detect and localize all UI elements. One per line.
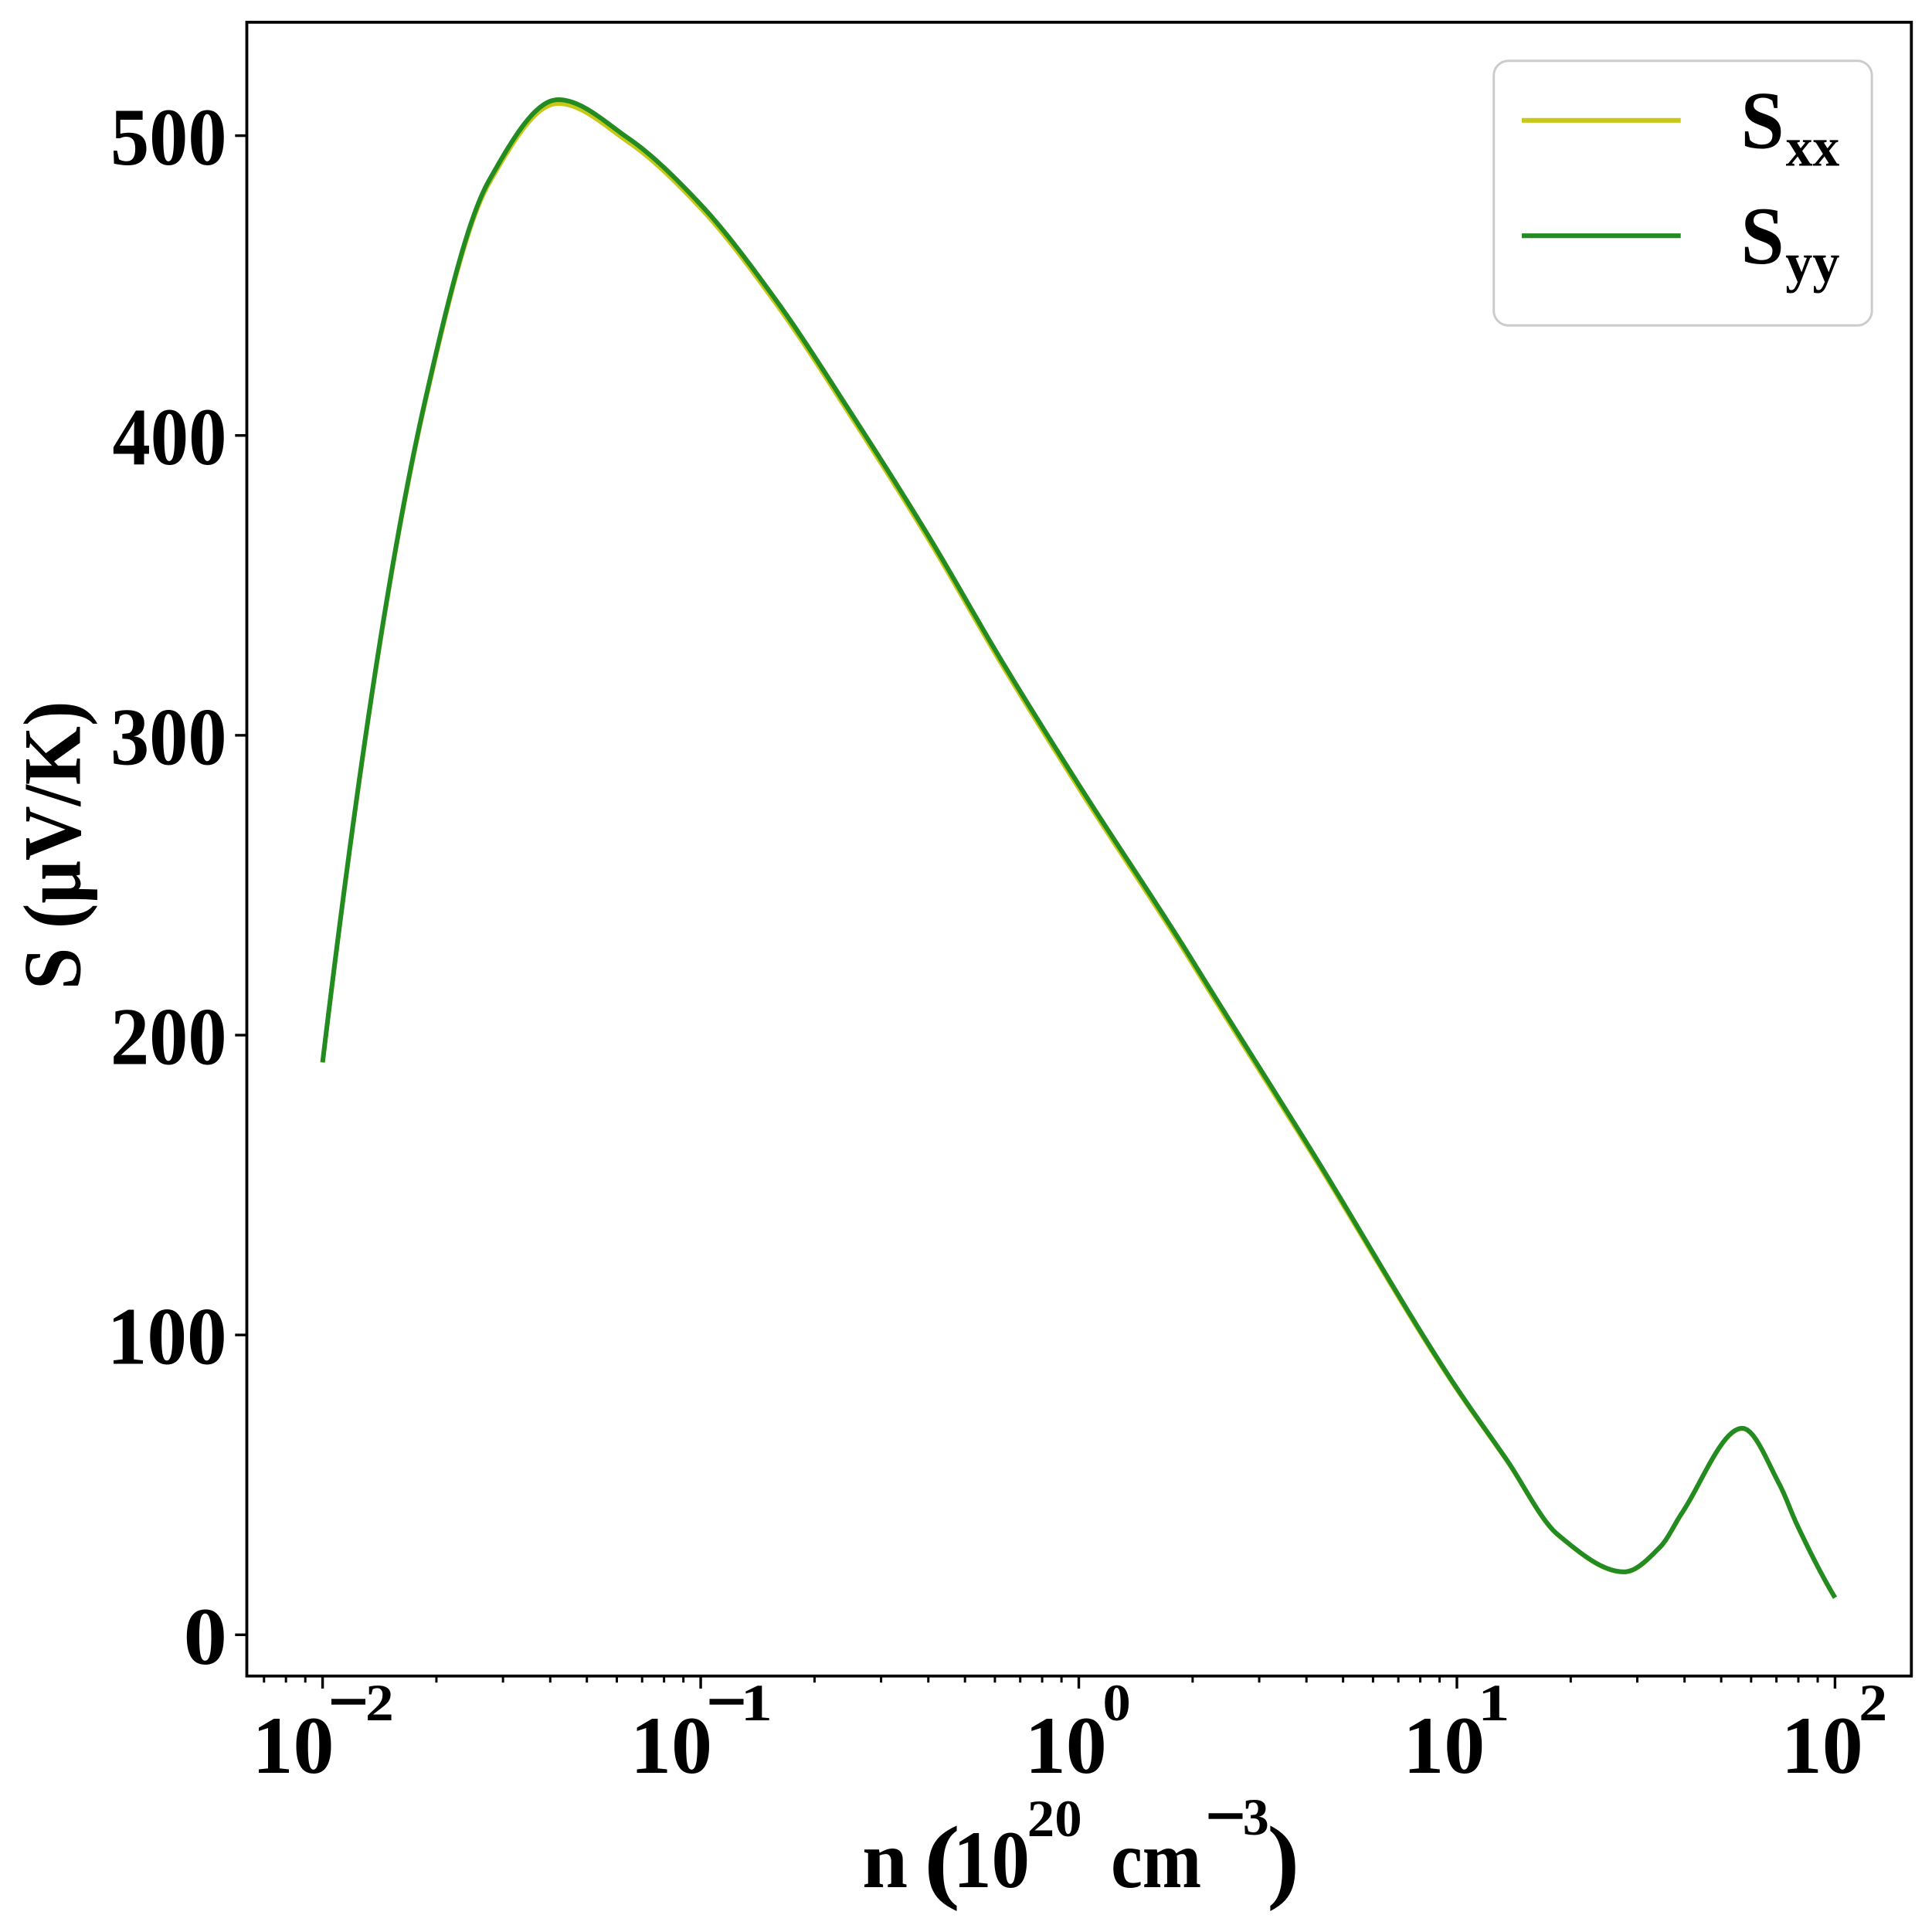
svg-text:200: 200: [110, 992, 227, 1082]
svg-text:10: 10: [1403, 1700, 1485, 1791]
svg-text:3: 3: [1243, 1788, 1269, 1846]
svg-text:300: 300: [110, 691, 227, 782]
svg-text:yy: yy: [1785, 232, 1839, 294]
svg-text:(: (: [924, 1808, 960, 1912]
svg-text:cm: cm: [1111, 1815, 1201, 1905]
svg-text:S: S: [1741, 76, 1784, 166]
svg-text:): ): [1267, 1808, 1299, 1912]
svg-text:500: 500: [110, 92, 227, 182]
svg-text:1: 1: [741, 1673, 772, 1732]
svg-text:10: 10: [1025, 1700, 1107, 1791]
svg-text:1: 1: [1478, 1673, 1509, 1732]
svg-text:10: 10: [253, 1700, 334, 1791]
svg-text:2: 2: [1859, 1673, 1887, 1732]
svg-text:10: 10: [953, 1815, 1030, 1905]
svg-text:S: S: [1741, 191, 1784, 281]
svg-text:0: 0: [184, 1591, 228, 1682]
svg-text:10: 10: [1781, 1700, 1863, 1791]
svg-text:n: n: [862, 1815, 908, 1905]
svg-text:xx: xx: [1786, 117, 1840, 178]
svg-text:10: 10: [630, 1700, 712, 1791]
svg-text:100: 100: [107, 1292, 227, 1382]
svg-text:20: 20: [1027, 1789, 1082, 1848]
svg-text:2: 2: [365, 1673, 394, 1732]
svg-text:0: 0: [1103, 1673, 1131, 1732]
svg-text:S (μV/K): S (μV/K): [8, 701, 98, 990]
svg-text:400: 400: [113, 392, 227, 482]
